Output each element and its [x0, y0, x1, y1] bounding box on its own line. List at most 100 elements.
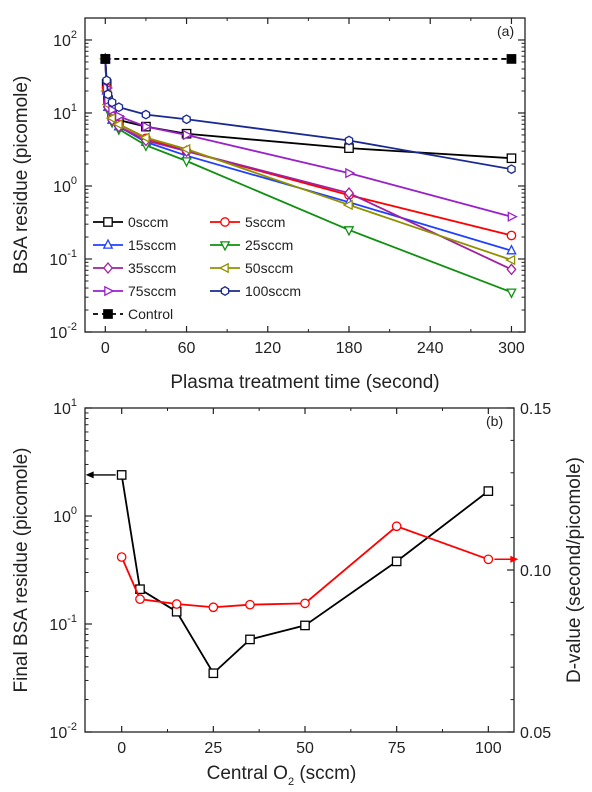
legend-entry: 35sccm — [93, 260, 176, 276]
legend-label: Control — [128, 306, 173, 322]
panel-b-x-tick-label: 100 — [475, 740, 502, 757]
legend-label: 15sccm — [128, 237, 176, 253]
panel-b-left-y-tick-label: 100 — [53, 505, 77, 526]
data-point — [343, 226, 355, 237]
data-point — [139, 132, 150, 143]
data-point — [100, 54, 111, 64]
panel-a-x-tick-label: 120 — [254, 340, 281, 357]
panel-a-y-tick-label: 101 — [53, 102, 77, 123]
panel-b-x-axis-title-tail: (sccm) — [294, 763, 356, 784]
series-75sccm — [101, 53, 518, 222]
legend-label: 35sccm — [128, 260, 176, 276]
data-point — [343, 187, 355, 200]
panel-a-y-tick-label: 10-1 — [49, 248, 77, 269]
data-point — [112, 119, 123, 130]
data-point — [245, 634, 255, 645]
panel-a-x-tick-label: 300 — [498, 340, 525, 357]
data-point — [208, 668, 219, 679]
legend-entry: 5sccm — [210, 214, 285, 230]
panel-b-frame — [84, 407, 515, 733]
panel-a-y-tick-label: 10-2 — [49, 321, 77, 342]
data-point — [300, 598, 310, 609]
panel-b-series — [116, 470, 494, 679]
panel-b-left-y-tick-label-base: 10 — [49, 617, 67, 634]
data-point — [116, 552, 127, 562]
data-point — [342, 199, 353, 211]
panel-b-x-axis-title-main: Central O — [207, 763, 288, 784]
data-point — [208, 602, 219, 613]
data-point — [391, 556, 402, 567]
legend-swatch-marker — [220, 286, 230, 296]
panel-b-right-y-tick-label: 0.10 — [520, 563, 551, 580]
legend-entry: 50sccm — [210, 260, 293, 276]
data-point — [506, 153, 517, 164]
data-point — [142, 121, 153, 132]
legend-entry: 75sccm — [93, 283, 176, 299]
legend-swatch-marker — [103, 217, 113, 227]
panel-b-left-y-tick-label: 10-2 — [49, 721, 77, 742]
legend-swatch-marker — [104, 285, 115, 297]
data-point — [507, 164, 516, 175]
panel-a-y-tick-label: 102 — [53, 29, 77, 50]
panel-b-x-tick-label: 75 — [388, 740, 406, 757]
panel-a-y-tick-label-base: 10 — [49, 252, 67, 269]
panel-a-y-tick-label-exponent: 0 — [71, 175, 77, 187]
data-point — [505, 254, 516, 266]
panel-b-x-tick-label: 0 — [117, 740, 126, 757]
legend-entry: 25sccm — [210, 237, 293, 253]
data-point — [182, 114, 191, 125]
panel-a-y-tick-label-exponent: -2 — [67, 321, 77, 333]
legend-swatch-marker — [102, 261, 114, 275]
legend-swatch-marker — [219, 241, 231, 252]
panel-a-series — [98, 52, 518, 299]
panel-b-left-y-tick-label-base: 10 — [49, 725, 67, 742]
legend-label: 50sccm — [245, 260, 293, 276]
panel-a-x-tick-label: 0 — [101, 340, 110, 357]
data-point — [483, 554, 494, 565]
data-point — [181, 157, 192, 168]
panel-b-left-y-tick-label-exponent: -2 — [67, 721, 77, 733]
legend-label: 5sccm — [245, 214, 285, 230]
series-line — [120, 474, 489, 675]
legend-swatch-marker — [102, 238, 114, 249]
data-point — [102, 75, 111, 86]
panel-a-y-tick-label-base: 10 — [53, 179, 71, 196]
panel-b-left-y-axis-title: Final BSA residue (picomole) — [11, 448, 32, 693]
data-point — [506, 288, 517, 299]
data-point — [115, 111, 126, 122]
panel-b-series-final-bsa-residue — [116, 470, 494, 679]
panel-a-y-axis-title: BSA residue (picomole) — [11, 76, 32, 275]
panel-b-series-d-value — [116, 521, 494, 613]
panel-a-x-tick-label: 240 — [417, 340, 444, 357]
data-point — [182, 129, 193, 141]
panel-a-x-tick-label: 180 — [336, 340, 363, 357]
data-point — [345, 167, 356, 179]
panel-a-y-tick-label-base: 10 — [53, 33, 71, 50]
panel-a-y-tick-label-base: 10 — [53, 106, 71, 123]
data-point — [107, 97, 117, 108]
panel-b-left-y-tick-label-exponent: -1 — [67, 613, 77, 625]
data-point — [245, 599, 255, 610]
legend-swatch-marker — [218, 262, 229, 274]
panel-b-axis-arrows — [85, 471, 519, 563]
data-point — [114, 102, 124, 113]
panel-b-x-tick-label: 25 — [204, 740, 222, 757]
panel-a-y-tick-label-exponent: -1 — [67, 248, 77, 260]
data-point — [507, 211, 518, 222]
data-point — [108, 104, 119, 116]
series-line — [104, 58, 512, 218]
panel-a-x-tick-label: 60 — [178, 340, 196, 357]
data-point — [300, 620, 310, 631]
data-point — [135, 594, 145, 605]
series-0sccm — [100, 54, 517, 164]
panel-b-label: (b) — [486, 413, 503, 429]
data-point — [180, 143, 191, 155]
series-100sccm — [101, 53, 516, 175]
series-line — [104, 58, 512, 237]
panel-a-y-tick-label-exponent: 2 — [71, 29, 77, 41]
data-point — [506, 54, 517, 64]
panel-a-y-tick-label-exponent: 1 — [71, 102, 77, 114]
